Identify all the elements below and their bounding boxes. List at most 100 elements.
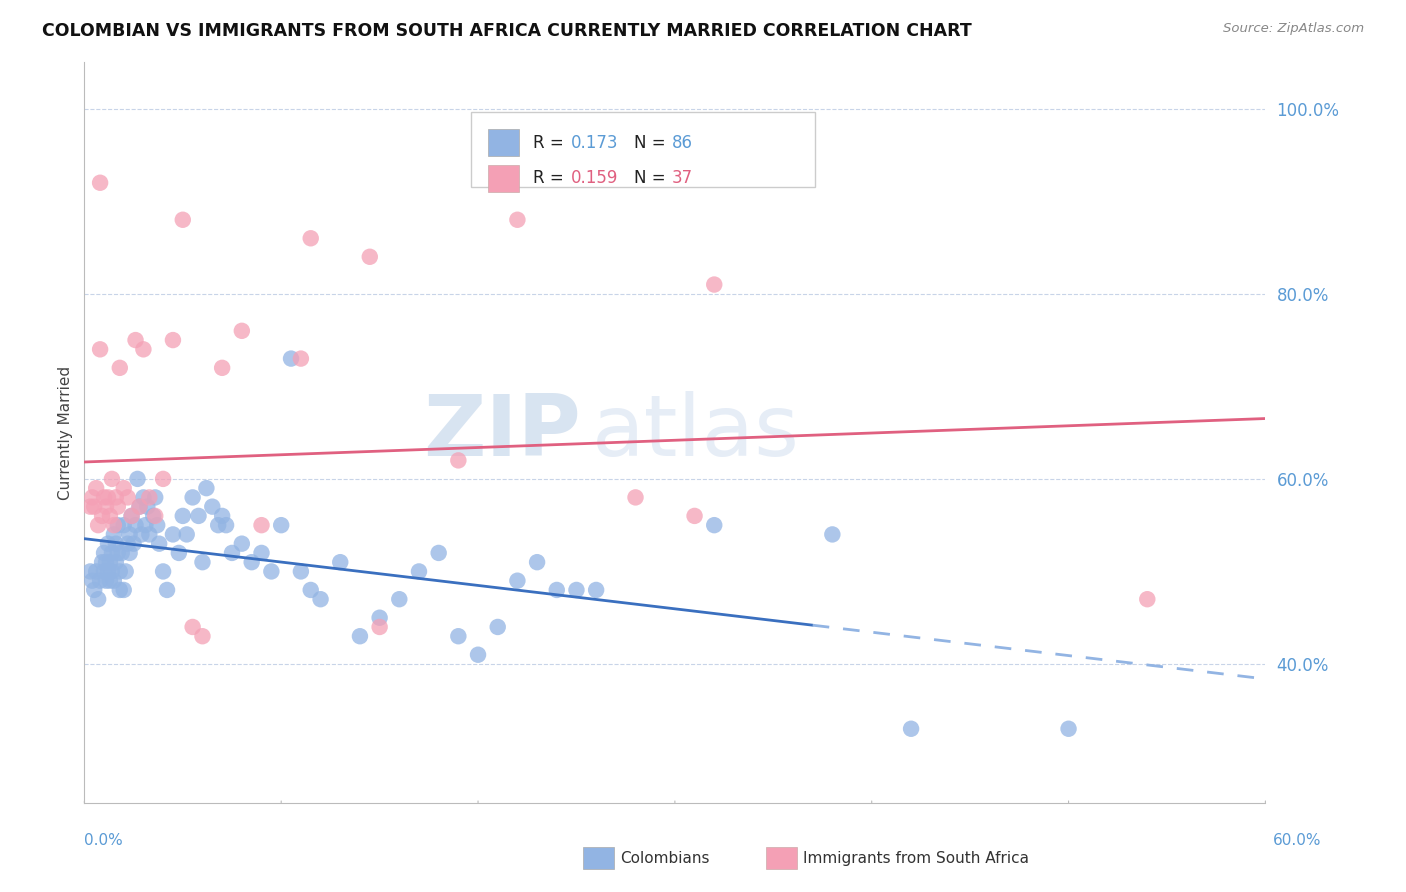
Point [486,620,509,634]
Point [181,491,204,505]
Point [167,546,190,560]
Point [91,555,114,569]
Point [280,351,302,366]
Point [624,491,647,505]
Text: R =: R = [533,134,569,152]
Point [368,620,391,634]
Point [89,343,111,357]
Point [162,333,184,347]
Point [104,536,127,550]
Point [172,212,194,227]
Point [176,527,198,541]
Point [156,582,179,597]
Point [101,565,124,579]
Point [299,231,322,245]
Point [93,565,115,579]
Text: 0.173: 0.173 [571,134,619,152]
Point [111,546,134,560]
Point [143,508,166,523]
Point [211,508,233,523]
Point [526,555,548,569]
Point [309,592,332,607]
Point [138,491,160,505]
Point [299,582,322,597]
Point [408,565,430,579]
Text: 86: 86 [672,134,693,152]
Point [98,508,121,523]
Point [128,500,150,514]
Point [103,518,125,533]
Point [132,343,155,357]
Point [97,536,120,550]
Point [329,555,352,569]
Point [565,582,588,597]
Text: COLOMBIAN VS IMMIGRANTS FROM SOUTH AFRICA CURRENTLY MARRIED CORRELATION CHART: COLOMBIAN VS IMMIGRANTS FROM SOUTH AFRIC… [42,22,972,40]
Point [79,565,101,579]
Point [134,518,156,533]
Point [703,277,725,292]
Point [290,565,312,579]
Point [97,491,120,505]
Point [84,481,107,495]
Point [101,546,124,560]
Point [87,518,110,533]
Point [447,629,470,643]
Point [93,823,115,838]
Point [93,546,115,560]
Point [117,491,139,505]
Text: 0.159: 0.159 [571,169,619,187]
Point [94,500,117,514]
Text: ZIP: ZIP [423,391,581,475]
Point [104,491,127,505]
Point [162,527,184,541]
Point [215,518,238,533]
Point [260,565,283,579]
Point [703,518,725,533]
Point [148,536,170,550]
Point [117,536,139,550]
Point [107,518,129,533]
Point [121,508,143,523]
Point [187,508,209,523]
Point [250,518,273,533]
Point [152,565,174,579]
Point [108,360,131,375]
Point [359,250,381,264]
Point [146,518,169,533]
Point [118,546,141,560]
Text: R =: R = [533,169,569,187]
Point [82,574,104,588]
Point [270,518,292,533]
Point [1057,722,1080,736]
Point [103,574,125,588]
Point [122,536,145,550]
Point [98,574,121,588]
Point [112,518,135,533]
Point [98,555,121,569]
Point [91,508,114,523]
Text: 0.0%: 0.0% [84,833,124,847]
Point [546,582,568,597]
Point [191,555,214,569]
Point [124,333,146,347]
Point [250,546,273,560]
Point [195,481,218,495]
Point [131,527,153,541]
Point [93,491,115,505]
Point [221,546,243,560]
Point [101,472,124,486]
Point [84,565,107,579]
Point [94,555,117,569]
Point [207,518,229,533]
Text: 37: 37 [672,169,693,187]
Point [83,582,105,597]
Text: Colombians: Colombians [620,851,710,865]
Point [201,500,224,514]
Point [124,518,146,533]
Point [118,527,141,541]
Point [231,536,253,550]
Point [108,565,131,579]
Point [103,527,125,541]
Point [506,574,529,588]
Point [138,527,160,541]
